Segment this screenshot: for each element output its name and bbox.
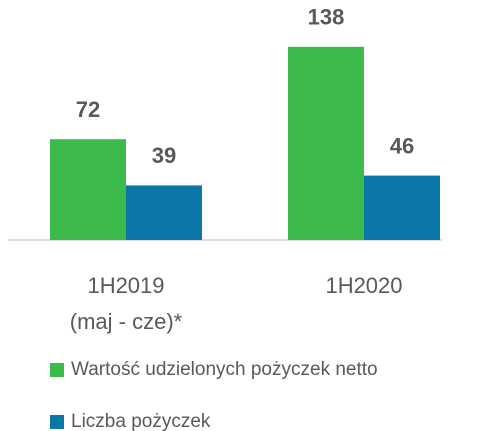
legend-label: Wartość udzielonych pożyczek netto	[71, 359, 378, 380]
category-label: 1H2019 (maj - cze)*	[70, 273, 183, 334]
legend-swatch	[50, 415, 64, 429]
legend-swatch	[50, 363, 64, 377]
bar	[288, 46, 364, 240]
value-label: 72	[76, 97, 100, 122]
bar	[126, 185, 202, 240]
category-label: 1H2020	[325, 273, 402, 298]
bar	[50, 139, 126, 240]
value-label: 39	[152, 143, 176, 168]
value-label: 138	[308, 5, 345, 30]
bar	[364, 175, 440, 240]
legend-label: Liczba pożyczek	[71, 411, 211, 431]
value-label: 46	[390, 133, 414, 158]
